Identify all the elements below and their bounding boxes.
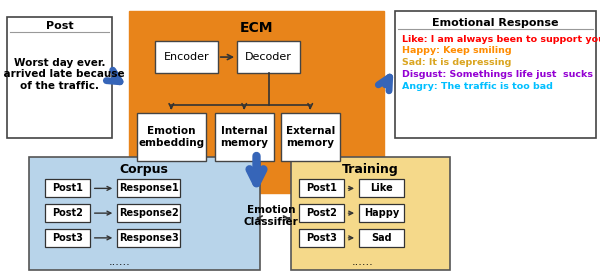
Text: Angry: The traffic is too bad: Angry: The traffic is too bad [402, 82, 553, 91]
Text: Emotion
embedding: Emotion embedding [138, 126, 205, 148]
Text: Like: Like [370, 183, 392, 193]
Text: Post2: Post2 [52, 208, 83, 218]
Bar [29, 157, 260, 270]
Text: Post3: Post3 [52, 233, 83, 243]
Text: Response2: Response2 [119, 208, 178, 218]
Bar [117, 180, 180, 197]
Bar [237, 41, 300, 73]
Bar [359, 229, 404, 247]
Text: ECM: ECM [240, 21, 273, 35]
Bar [45, 229, 90, 247]
Bar [299, 204, 344, 222]
Text: Response3: Response3 [119, 233, 178, 243]
Text: Emotion
Classifier: Emotion Classifier [244, 205, 299, 227]
Bar [291, 157, 450, 270]
Text: Post1: Post1 [306, 183, 337, 193]
Text: Post2: Post2 [306, 208, 337, 218]
Text: ......: ...... [352, 257, 374, 267]
Text: External
memory: External memory [286, 126, 335, 148]
Text: Corpus: Corpus [120, 163, 169, 176]
Text: Happy: Happy [364, 208, 399, 218]
Text: Encoder: Encoder [163, 52, 209, 62]
Text: ......: ...... [109, 257, 131, 267]
Text: Like: I am always been to support you: Like: I am always been to support you [402, 35, 600, 43]
Bar [281, 113, 340, 161]
Text: Training: Training [342, 163, 399, 176]
Bar [359, 180, 404, 197]
Text: Sad: It is depressing: Sad: It is depressing [402, 58, 511, 67]
Bar [299, 229, 344, 247]
Bar [7, 16, 112, 138]
Bar [137, 113, 206, 161]
Bar [45, 204, 90, 222]
Bar [395, 11, 596, 138]
Text: Post3: Post3 [306, 233, 337, 243]
Text: Sad: Sad [371, 233, 392, 243]
Text: Response1: Response1 [119, 183, 178, 193]
Bar [129, 11, 384, 192]
Text: Emotional Response: Emotional Response [432, 18, 558, 28]
Bar [299, 180, 344, 197]
Text: Post: Post [46, 21, 74, 31]
Bar [155, 41, 218, 73]
Bar [117, 229, 180, 247]
Text: Internal
memory: Internal memory [220, 126, 268, 148]
Text: Happy: Keep smiling: Happy: Keep smiling [402, 46, 512, 55]
Text: Disgust: Somethings life just  sucks: Disgust: Somethings life just sucks [402, 70, 593, 79]
Bar [45, 180, 90, 197]
Text: Decoder: Decoder [245, 52, 292, 62]
Bar [117, 204, 180, 222]
Bar [359, 204, 404, 222]
Bar [215, 113, 274, 161]
Text: Worst day ever.
I arrived late because
of the traffic.: Worst day ever. I arrived late because o… [0, 58, 124, 91]
Text: Post1: Post1 [52, 183, 83, 193]
